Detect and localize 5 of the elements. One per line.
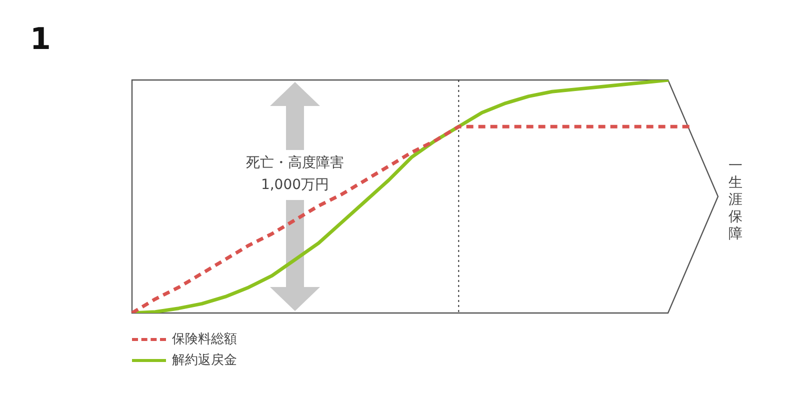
chart-title: 1 xyxy=(30,22,51,57)
legend-label: 保険料総額 xyxy=(172,331,237,348)
annotation: 死亡・高度障害 1,000万円 xyxy=(245,154,345,195)
text: 一生涯保障 xyxy=(728,158,743,243)
legend-label: 解約返戻金 xyxy=(172,352,237,369)
